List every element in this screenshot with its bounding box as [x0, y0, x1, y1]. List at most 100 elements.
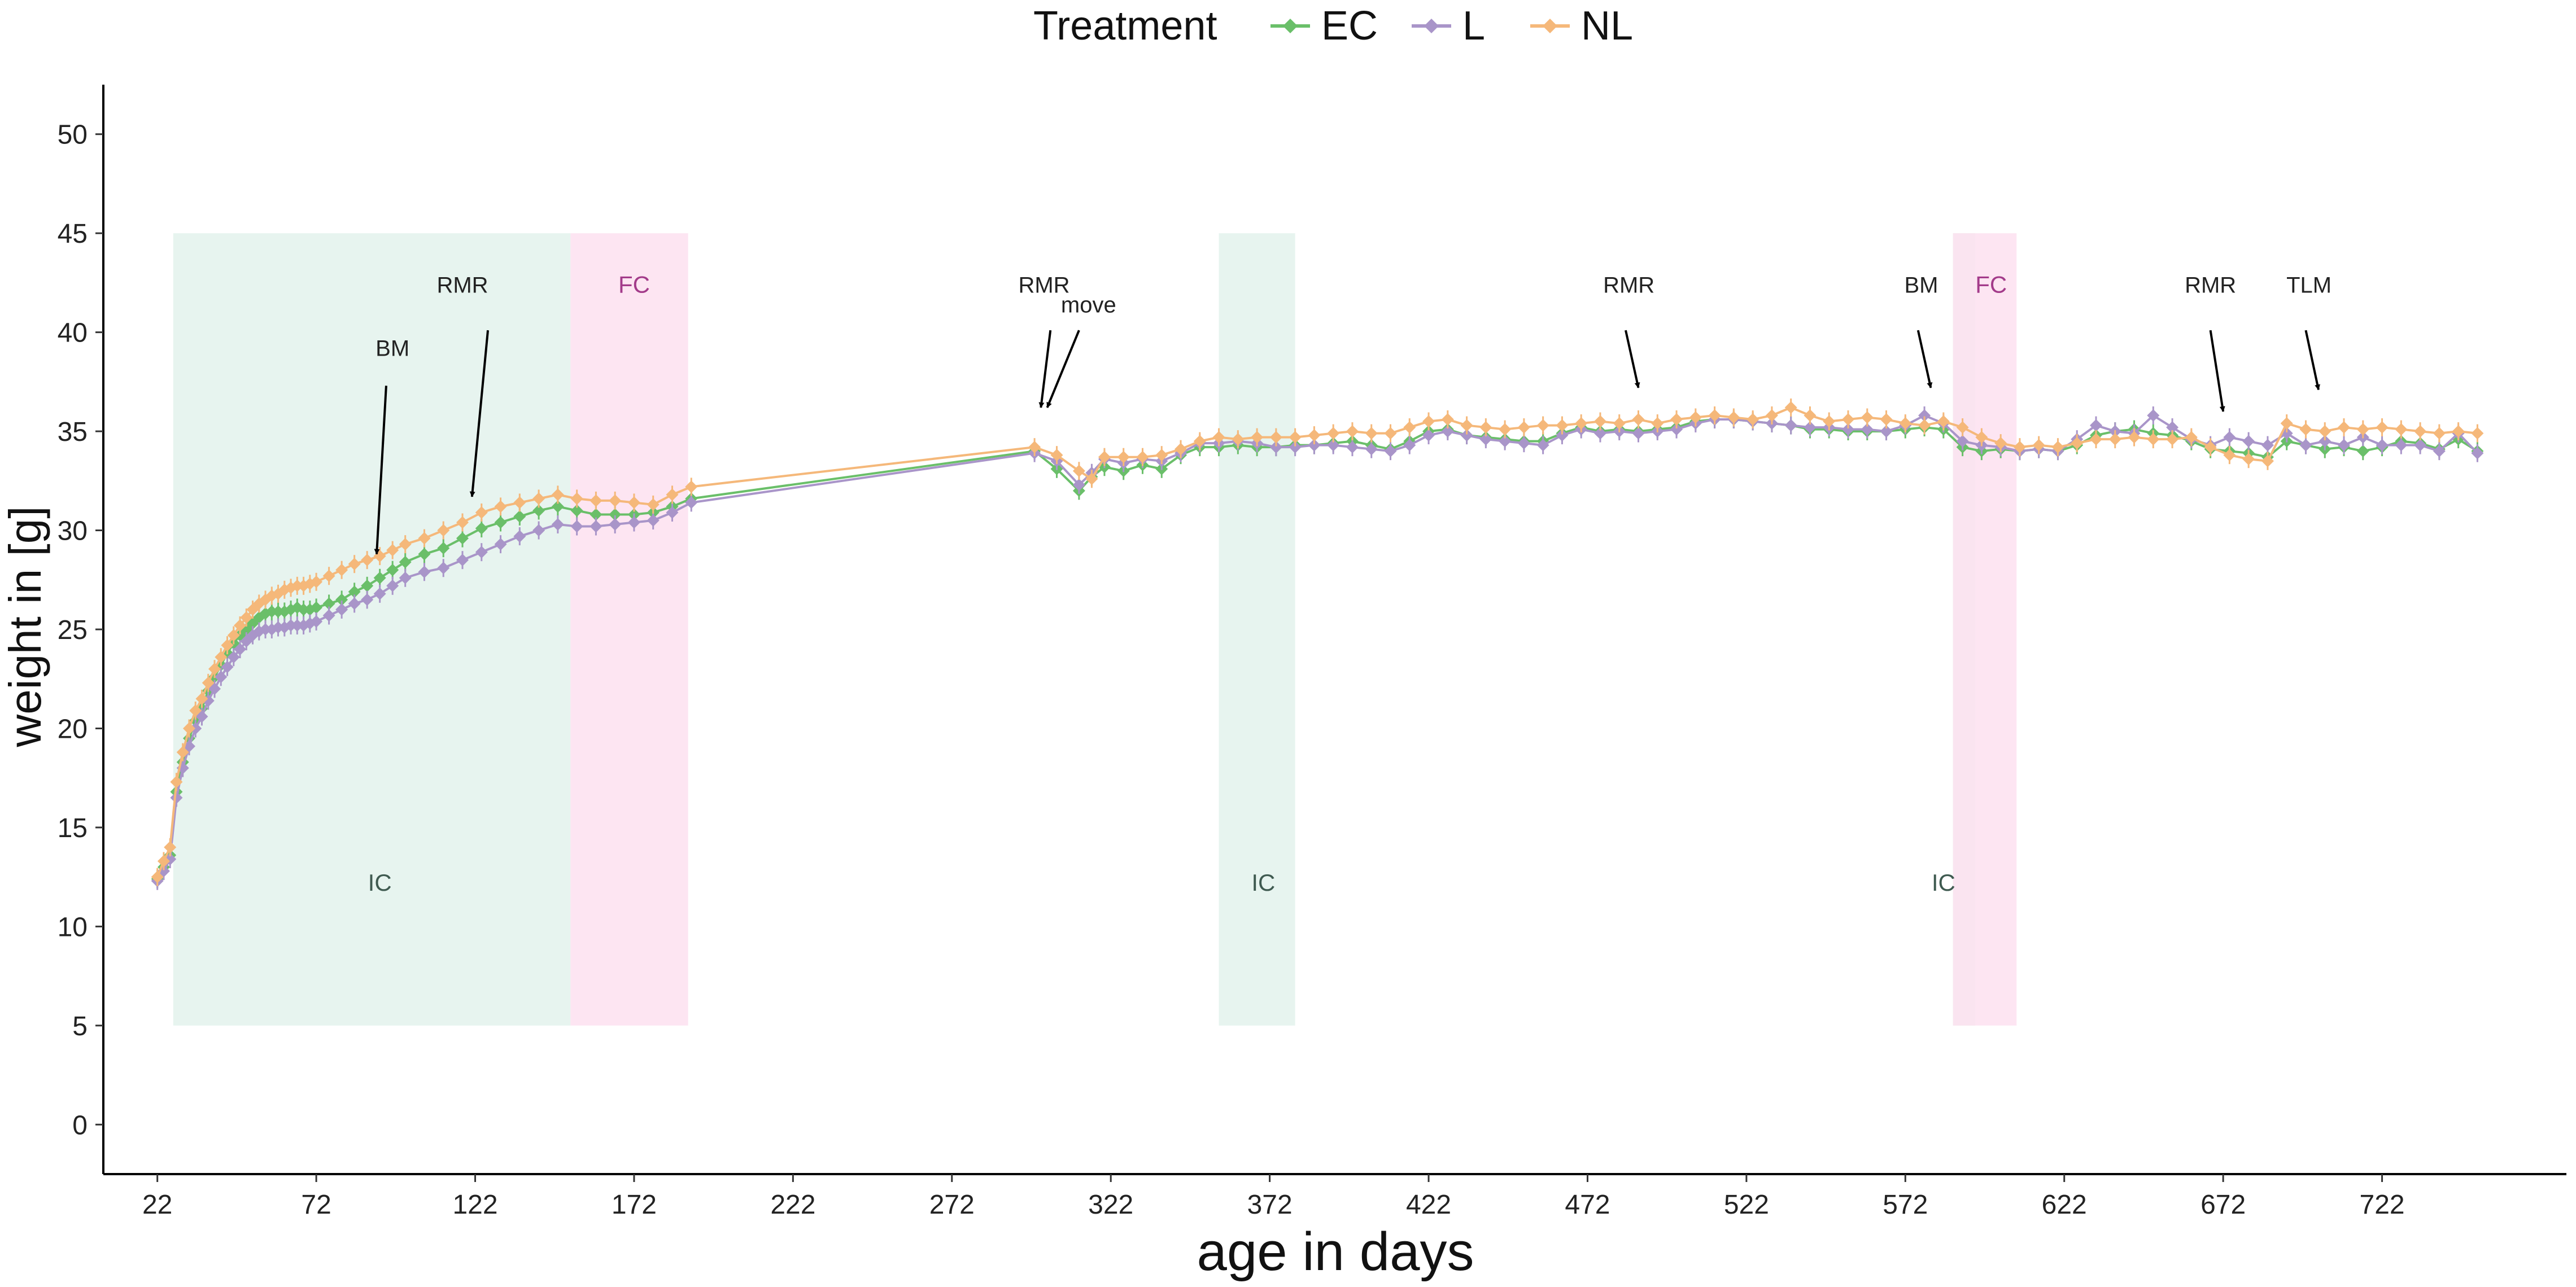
series-nl-point	[1765, 409, 1778, 422]
series-nl-point	[361, 554, 374, 567]
series-nl-point	[2395, 423, 2408, 436]
series-nl-point	[1556, 419, 1569, 432]
series-nl-point	[240, 611, 253, 624]
series-nl-point	[348, 558, 361, 571]
series-l-point	[2089, 419, 2102, 432]
legend-swatch-ec-marker	[1283, 19, 1298, 33]
series-nl-point	[1308, 429, 1321, 442]
series-nl-point	[2356, 423, 2369, 436]
y-tick-label: 10	[58, 912, 88, 942]
series-l-point	[1632, 427, 1645, 440]
series-l-point	[2166, 421, 2179, 434]
region-labels: IC FC IC IC FC	[368, 271, 2007, 896]
series-l-point	[1593, 427, 1606, 440]
series-nl-point	[182, 722, 195, 735]
series-l-point	[1556, 429, 1569, 442]
annotation-rmr: RMR	[436, 273, 490, 497]
x-tick-label: 22	[142, 1190, 172, 1220]
x-tick-label: 322	[1088, 1190, 1133, 1220]
series-ec-point	[551, 500, 564, 513]
series-nl-point	[513, 496, 526, 509]
series-l-point	[1403, 439, 1416, 452]
annotation-rmr: RMR	[2185, 273, 2236, 412]
x-tick-label: 122	[452, 1190, 497, 1220]
series-l-point	[2223, 431, 2236, 444]
series-nl-point	[1937, 415, 1950, 428]
series-l-point	[2433, 445, 2446, 458]
series-ec-point	[609, 508, 622, 521]
series-l-point	[1918, 409, 1931, 422]
series-l-point	[2242, 435, 2255, 448]
series-nl-point	[310, 575, 323, 588]
series-nl-point	[2299, 423, 2312, 436]
series-l-point	[1308, 439, 1321, 452]
annotation-bm: BM	[374, 336, 409, 555]
series-nl-point	[1085, 472, 1098, 485]
series-l-point	[2261, 439, 2274, 452]
series-l-point	[666, 506, 679, 519]
series-nl-point	[2147, 433, 2160, 446]
series-nl-point	[170, 776, 183, 789]
series-l-point	[1517, 437, 1530, 450]
annotation-rmr: RMR	[1018, 273, 1070, 408]
series-nl-point	[2089, 433, 2102, 446]
annotation-move-arrow	[1046, 330, 1080, 408]
x-tick-label: 372	[1247, 1190, 1293, 1220]
series-l-point	[513, 530, 526, 543]
region-label-ic: IC	[368, 869, 392, 896]
series-nl-point	[1346, 425, 1359, 438]
series-nl-point	[234, 619, 247, 632]
series-nl-point	[2280, 417, 2293, 430]
annotation-rmr-arrow	[1625, 330, 1640, 388]
series-nl-point	[1727, 411, 1740, 424]
legend-label-nl: NL	[1581, 3, 1633, 49]
series-nl-point	[215, 651, 228, 664]
series-nl-point	[2185, 431, 2198, 444]
series-nl-point	[1575, 417, 1588, 430]
annotation-rmr-arrow	[469, 330, 490, 497]
series-nl-point	[1175, 443, 1187, 456]
series-nl-point	[418, 532, 431, 545]
series-l-point	[1422, 429, 1435, 442]
series-l-point	[2299, 439, 2312, 452]
y-tick-label: 35	[58, 417, 88, 447]
series-l-point	[551, 518, 564, 531]
series-l-point	[1365, 443, 1378, 456]
series-nl-point	[1784, 401, 1797, 414]
series-l-point	[1861, 423, 1874, 436]
series-l-point	[1479, 433, 1492, 446]
legend-key-nl	[1530, 19, 1570, 33]
x-tick-label: 72	[301, 1190, 331, 1220]
series-nl-point	[1708, 409, 1721, 422]
series-l-point	[532, 524, 545, 537]
series-nl-point	[1499, 423, 1512, 436]
series-nl-point	[1880, 413, 1893, 426]
series-nl-point	[202, 676, 215, 689]
x-tick-label: 172	[612, 1190, 657, 1220]
y-tick-label: 5	[72, 1012, 88, 1041]
series-nl-point	[1117, 450, 1130, 463]
series-nl-point	[609, 494, 622, 507]
series-l-point	[2414, 439, 2427, 452]
series-nl-point	[189, 704, 202, 717]
annotation-rmr-arrow	[1038, 330, 1052, 408]
series-nl-point	[1670, 413, 1683, 426]
series-nl-point	[2013, 441, 2026, 454]
series-l-point	[2471, 446, 2484, 459]
series-nl-point	[1136, 450, 1149, 463]
annotation-rmr-label: RMR	[1603, 273, 1654, 297]
series-nl-point	[227, 629, 240, 642]
series-ec-point	[265, 605, 278, 618]
series-l-point	[2338, 439, 2351, 452]
y-tick-label: 30	[58, 516, 88, 546]
series-nl-point	[1975, 431, 1988, 444]
x-tick-label: 672	[2200, 1190, 2246, 1220]
series-l-point	[373, 587, 386, 600]
series-nl-point	[2242, 453, 2255, 466]
series-l-point	[1327, 439, 1340, 452]
series-nl-point	[195, 692, 208, 705]
treatment-regions	[173, 233, 2017, 1026]
series-nl-point	[570, 492, 583, 505]
series-nl-point	[221, 639, 234, 652]
annotation-rmr-label: RMR	[2185, 273, 2236, 297]
